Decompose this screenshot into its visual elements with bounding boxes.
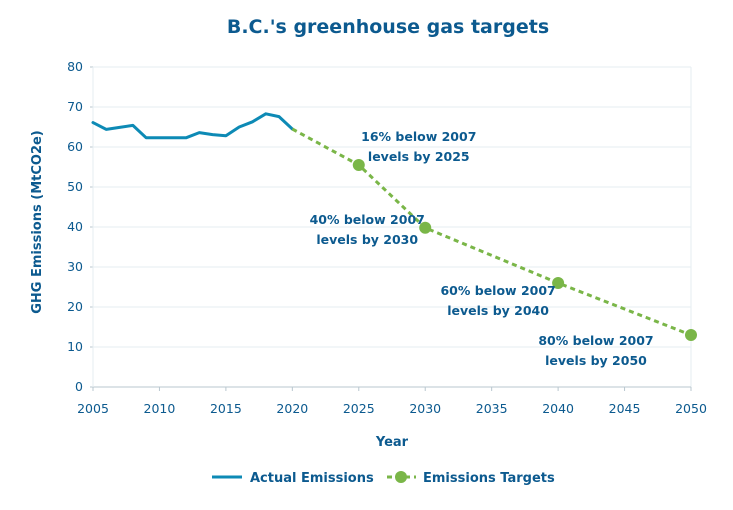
y-tick-label: 10 [67, 339, 83, 354]
legend: Actual Emissions Emissions Targets [212, 471, 555, 486]
annotation-line-2: levels by 2050 [545, 353, 647, 368]
series-layer [91, 112, 697, 341]
annotation-line-2: levels by 2030 [316, 232, 418, 247]
annotation-line-1: 40% below 2007 [310, 212, 425, 227]
target-marker [552, 277, 565, 289]
y-axis-label: GHG Emissions (MtCO2e) [30, 130, 45, 314]
chart-title: B.C.'s greenhouse gas targets [227, 16, 549, 38]
annotation-line-1: 16% below 2007 [361, 129, 476, 144]
y-tick-label: 70 [67, 99, 83, 114]
x-tick-label: 2025 [343, 401, 375, 416]
grid-layer [93, 66, 692, 387]
target-marker [419, 221, 432, 234]
y-tick-label: 80 [67, 59, 83, 74]
annotation-line-2: levels by 2040 [447, 303, 549, 318]
legend-item-actual: Actual Emissions [212, 471, 374, 486]
annotation-line-1: 80% below 2007 [538, 333, 653, 348]
y-tick-label: 50 [67, 179, 83, 194]
y-tick-label: 60 [67, 139, 83, 154]
x-axis-label: Year [375, 435, 409, 450]
annotation: 60% below 2007 levels by 2040 [440, 283, 555, 318]
legend-item-targets: Emissions Targets [387, 471, 555, 486]
x-tick-label: 2050 [675, 401, 707, 416]
x-tick-label: 2010 [144, 401, 176, 416]
y-tick-label: 20 [67, 299, 83, 314]
x-tick-label: 2040 [542, 401, 574, 416]
target-marker [352, 159, 365, 171]
x-tick-label: 2015 [210, 401, 242, 416]
annotation-layer: 16% below 2007 levels by 2025 40% below 20… [310, 129, 654, 368]
annotation-line-2: levels by 2025 [368, 149, 470, 164]
legend-label-actual: Actual Emissions [250, 471, 374, 486]
x-tick-label: 2030 [409, 401, 441, 416]
y-tick-label: 40 [67, 219, 83, 234]
annotation-line-1: 60% below 2007 [440, 283, 555, 298]
x-tick-label: 2005 [77, 401, 109, 416]
y-tick-label: 30 [67, 259, 83, 274]
y-tick-label: 0 [75, 379, 83, 394]
annotation: 40% below 2007 levels by 2030 [310, 212, 425, 247]
annotation: 80% below 2007 levels by 2050 [538, 333, 653, 368]
target-marker [685, 329, 697, 341]
x-tick-label: 2045 [609, 401, 641, 416]
actual-series-line [91, 112, 294, 140]
x-tick-label: 2035 [476, 401, 508, 416]
x-tick-label: 2020 [276, 401, 308, 416]
annotation: 16% below 2007 levels by 2025 [361, 129, 476, 164]
legend-marker-targets [395, 471, 407, 483]
legend-label-targets: Emissions Targets [423, 471, 555, 486]
